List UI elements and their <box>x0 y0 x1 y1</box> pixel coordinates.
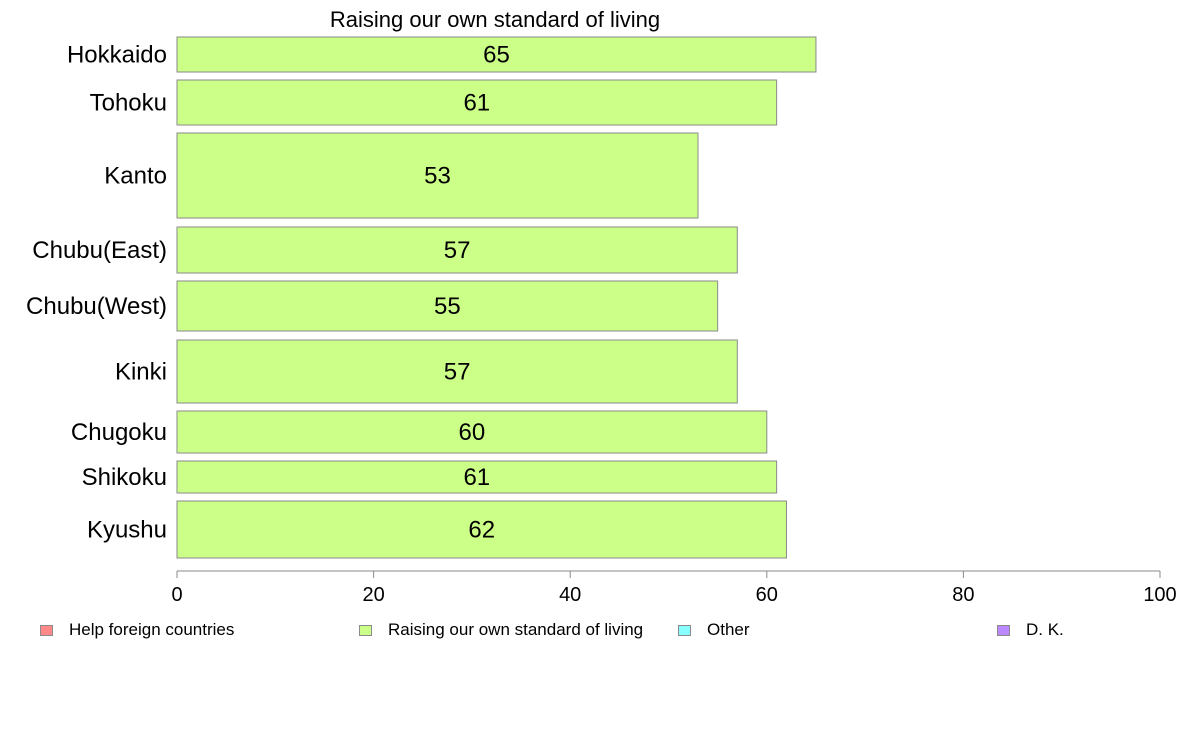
bars-group: Hokkaido 65 Tohoku 61 Kanto 53 Chubu(East) 57 Ch… <box>26 36 817 559</box>
legend-swatch <box>359 624 372 636</box>
x-tick-label: 80 <box>952 584 974 606</box>
bar-value-label: 65 <box>483 42 510 69</box>
legend-swatch <box>997 624 1010 636</box>
legend-swatch <box>678 624 691 636</box>
bar-kyushu <box>176 500 787 559</box>
bar-tohoku <box>176 79 778 126</box>
category-label: Kinki <box>115 359 167 386</box>
legend-item-raising-standard: Raising our own standard of living <box>359 620 643 640</box>
category-label: Tohoku <box>90 90 167 117</box>
bar-value-label: 53 <box>424 163 451 190</box>
category-label: Kyushu <box>87 517 167 544</box>
category-label: Hokkaido <box>67 42 167 69</box>
legend-label: Other <box>707 620 750 639</box>
legend: Help foreign countries Raising our own s… <box>0 620 1188 650</box>
bar-kinki <box>176 339 738 404</box>
bar-value-label: 55 <box>434 293 461 320</box>
legend-label: Raising our own standard of living <box>388 620 644 639</box>
bar-kanto <box>176 132 699 219</box>
bar-shikoku <box>176 460 778 494</box>
chart-title: Raising our own standard of living <box>330 7 660 32</box>
x-tick-label: 20 <box>362 584 384 606</box>
bar-value-label: 57 <box>444 237 471 264</box>
category-label: Chubu(East) <box>32 237 167 264</box>
legend-swatch <box>40 624 53 636</box>
bar-value-label: 61 <box>463 464 490 491</box>
category-label: Kanto <box>104 163 167 190</box>
legend-label: D. K. <box>1026 620 1064 639</box>
category-label: Chubu(West) <box>26 293 167 320</box>
bar-value-label: 62 <box>468 517 495 544</box>
x-tick-label: 60 <box>756 584 778 606</box>
bar-chubu-east <box>176 226 738 274</box>
x-tick-label: 0 <box>171 584 182 606</box>
category-label: Shikoku <box>82 464 167 491</box>
legend-item-help-foreign: Help foreign countries <box>40 620 234 640</box>
bar-chugoku <box>176 410 768 454</box>
x-axis: 0 20 40 60 80 100 <box>171 570 1177 606</box>
legend-item-other: Other <box>678 620 750 640</box>
bar-chubu-west <box>176 280 719 332</box>
x-tick-label: 100 <box>1143 584 1176 606</box>
bar-value-label: 57 <box>444 359 471 386</box>
bar-hokkaido <box>176 36 817 73</box>
bar-value-label: 61 <box>463 90 490 117</box>
x-tick-label: 40 <box>559 584 581 606</box>
category-label: Chugoku <box>71 419 167 446</box>
legend-label: Help foreign countries <box>69 620 235 639</box>
bar-value-label: 60 <box>459 419 486 446</box>
legend-item-dk: D. K. <box>997 620 1064 640</box>
